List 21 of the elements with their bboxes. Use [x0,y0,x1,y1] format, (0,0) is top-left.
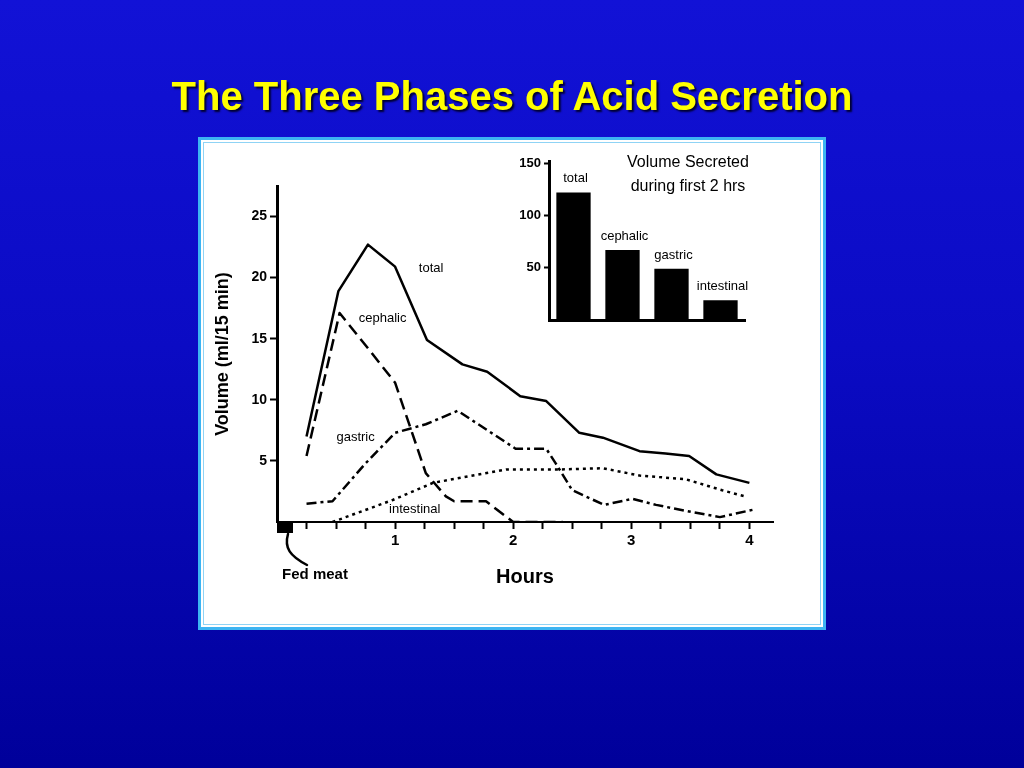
series-label: total [418,260,444,276]
series-label: gastric [336,428,376,444]
y-tick-label: 5 [259,451,268,468]
y-tick-label: 10 [251,390,268,407]
series-label: cephalic [358,309,407,325]
y-tick-label: 150 [519,154,541,170]
y-axis-title: Volume (ml/15 min) [211,272,232,436]
x-tick-label: 4 [745,531,755,549]
text: Fed meat [282,565,348,582]
y-tick-label: 100 [519,206,541,222]
x-axis-title: Hours [496,564,554,587]
y-tick-label: 20 [251,268,268,285]
y-tick-label: 15 [251,329,268,346]
chart-title: The Three Phases of Acid Secretion [170,73,854,120]
y-tick-label: 25 [251,207,268,224]
series-label: intestinal [389,500,441,516]
x-tick-label: 3 [627,531,636,549]
x-tick-label: 1 [390,531,400,549]
y-tick-label: 50 [526,259,541,275]
x-tick-label: 2 [509,531,518,549]
chart-title: Volume Secreted during first 2 hrs [626,152,750,196]
